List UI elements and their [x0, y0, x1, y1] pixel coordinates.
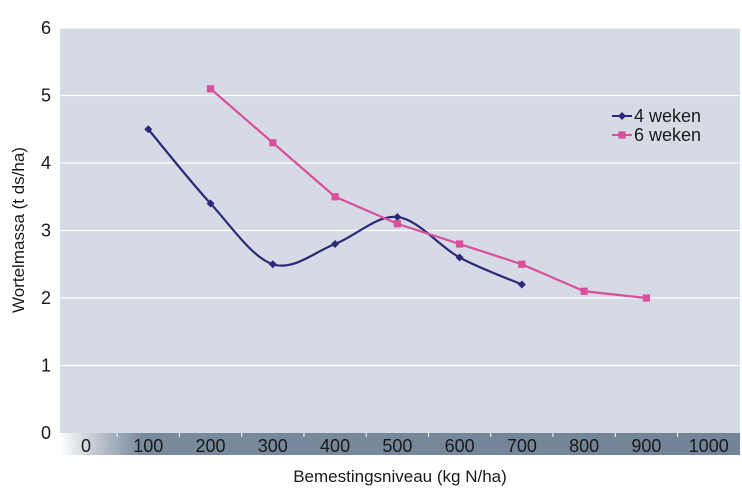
data-point-square — [393, 220, 401, 228]
legend-label: 4 weken — [634, 106, 701, 126]
x-tick-label: 900 — [631, 436, 661, 456]
x-tick-label: 800 — [569, 436, 599, 456]
data-point-diamond — [455, 253, 464, 262]
x-tick-label: 100 — [133, 436, 163, 456]
x-tick-label: 500 — [382, 436, 412, 456]
series-layer — [144, 85, 651, 302]
y-axis-label: Wortelmassa (t ds/ha) — [9, 147, 28, 313]
data-point-square — [580, 287, 588, 295]
data-point-diamond — [144, 125, 153, 134]
legend-label: 6 weken — [634, 125, 701, 145]
data-point-diamond — [517, 280, 526, 289]
data-point-square — [518, 260, 526, 268]
data-point-diamond — [268, 260, 277, 269]
data-point-square — [206, 85, 215, 93]
y-tick-label: 4 — [41, 153, 51, 173]
x-tick-label: 700 — [507, 436, 537, 456]
x-tick-label: 200 — [196, 436, 226, 456]
y-tick-label: 3 — [41, 221, 51, 241]
x-tick-label: 0 — [81, 436, 91, 456]
y-axis-tick-labels: 0 1 2 3 4 5 6 — [41, 18, 51, 443]
x-tick-label: 300 — [258, 436, 288, 456]
x-tick-label: 400 — [320, 436, 350, 456]
y-tick-label: 0 — [41, 423, 51, 443]
x-axis-tick-labels: 0 100 200 300 400 500 600 700 800 900 1000 — [81, 433, 729, 456]
data-point-square — [642, 294, 651, 302]
data-point-diamond — [393, 213, 402, 221]
data-point-diamond — [331, 240, 340, 248]
legend-marker-square — [618, 131, 626, 139]
legend-marker-diamond — [618, 112, 626, 120]
data-point-square — [331, 193, 339, 201]
x-axis-band — [60, 433, 740, 455]
y-tick-label: 2 — [41, 288, 51, 308]
y-tick-label: 5 — [41, 86, 51, 106]
x-tick-label: 1000 — [689, 436, 729, 456]
y-tick-label: 1 — [41, 356, 51, 376]
x-tick-label: 600 — [445, 436, 475, 456]
x-axis-label: Bemestingsniveau (kg N/ha) — [293, 467, 507, 486]
data-point-square — [456, 240, 464, 248]
y-tick-label: 6 — [41, 18, 51, 38]
data-point-diamond — [206, 199, 215, 208]
series-line-2 — [209, 87, 647, 300]
gridlines — [60, 27, 740, 367]
data-point-square — [269, 139, 277, 147]
